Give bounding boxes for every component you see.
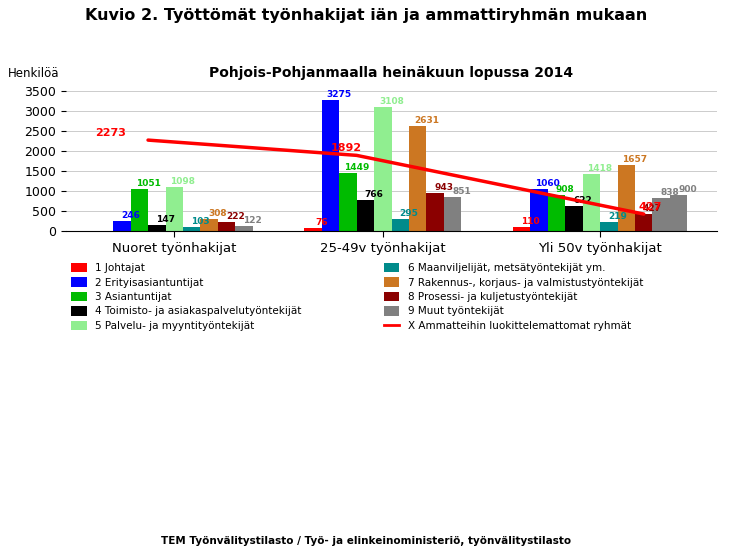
Bar bbox=[565, 206, 583, 231]
Bar bbox=[183, 227, 201, 231]
Text: Kuvio 2. Työttömät työnhakijat iän ja ammattiryhmän mukaan: Kuvio 2. Työttömät työnhakijat iän ja am… bbox=[85, 8, 647, 23]
Text: 1060: 1060 bbox=[535, 178, 560, 188]
Bar bbox=[165, 187, 183, 231]
Text: 1657: 1657 bbox=[622, 155, 648, 164]
Legend: 6 Maanviljelijät, metsätyöntekijät ym., 7 Rakennus-, korjaus- ja valmistustyönte: 6 Maanviljelijät, metsätyöntekijät ym., … bbox=[384, 263, 643, 331]
Text: 427: 427 bbox=[638, 201, 662, 212]
Text: 622: 622 bbox=[573, 196, 592, 205]
Text: 1892: 1892 bbox=[331, 143, 362, 153]
Bar bbox=[356, 200, 374, 231]
Text: 222: 222 bbox=[226, 212, 244, 221]
Bar bbox=[600, 222, 618, 231]
Bar bbox=[374, 107, 392, 231]
Text: 76: 76 bbox=[315, 218, 328, 227]
Bar bbox=[321, 100, 339, 231]
Bar bbox=[130, 189, 148, 231]
Text: 766: 766 bbox=[365, 191, 384, 199]
Text: 147: 147 bbox=[156, 215, 175, 225]
Text: 1098: 1098 bbox=[171, 177, 195, 186]
Text: 943: 943 bbox=[434, 183, 453, 192]
Text: 246: 246 bbox=[121, 211, 140, 220]
Bar bbox=[392, 220, 409, 231]
Bar bbox=[236, 226, 253, 231]
Text: 103: 103 bbox=[191, 217, 210, 226]
Text: 908: 908 bbox=[556, 185, 575, 194]
Bar bbox=[670, 195, 687, 231]
Text: 122: 122 bbox=[244, 216, 262, 225]
Text: 1051: 1051 bbox=[135, 179, 160, 188]
Bar bbox=[635, 214, 652, 231]
Text: Henkilöä: Henkilöä bbox=[7, 67, 59, 80]
Bar bbox=[530, 189, 548, 231]
Text: 427: 427 bbox=[643, 204, 662, 213]
Bar bbox=[339, 173, 356, 231]
Bar bbox=[218, 222, 236, 231]
Title: Pohjois-Pohjanmaalla heinäkuun lopussa 2014: Pohjois-Pohjanmaalla heinäkuun lopussa 2… bbox=[209, 66, 574, 80]
Bar bbox=[444, 197, 461, 231]
Bar bbox=[201, 219, 218, 231]
Bar bbox=[305, 228, 321, 231]
Bar bbox=[548, 195, 565, 231]
Text: 295: 295 bbox=[400, 209, 419, 219]
Text: 110: 110 bbox=[521, 217, 539, 226]
Bar bbox=[583, 175, 600, 231]
Bar bbox=[113, 221, 130, 231]
Text: 219: 219 bbox=[608, 212, 627, 221]
Text: 838: 838 bbox=[660, 188, 679, 197]
Text: 1418: 1418 bbox=[588, 164, 613, 173]
Bar bbox=[652, 198, 670, 231]
Bar bbox=[427, 193, 444, 231]
Text: 3108: 3108 bbox=[379, 97, 404, 105]
Text: 3275: 3275 bbox=[326, 90, 351, 99]
Text: 851: 851 bbox=[452, 187, 471, 196]
Text: TEM Työnvälitystilasto / Työ- ja elinkeinoministeriö, työnvälitystilasto: TEM Työnvälitystilasto / Työ- ja elinkei… bbox=[161, 536, 571, 546]
Text: 900: 900 bbox=[678, 185, 697, 194]
Text: 1449: 1449 bbox=[344, 163, 369, 172]
Bar bbox=[409, 126, 427, 231]
Text: 2273: 2273 bbox=[96, 128, 127, 138]
Bar bbox=[618, 165, 635, 231]
Bar bbox=[148, 225, 165, 231]
Text: 308: 308 bbox=[209, 209, 227, 218]
Bar bbox=[512, 227, 530, 231]
Text: 2631: 2631 bbox=[414, 116, 439, 125]
